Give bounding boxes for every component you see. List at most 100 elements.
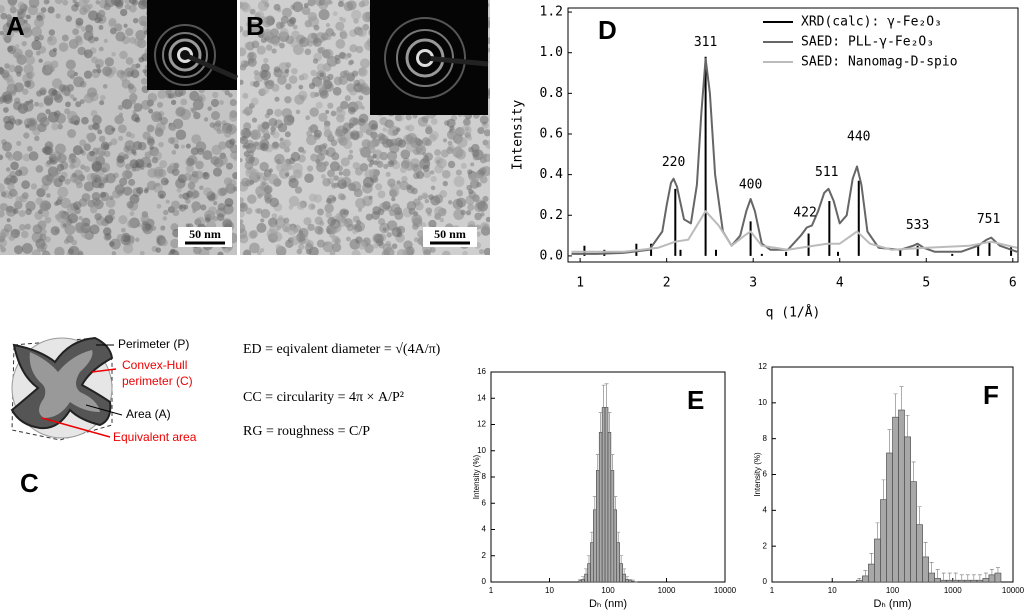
particle [386, 220, 398, 231]
particle [329, 250, 336, 255]
error-bar [627, 579, 632, 581]
particle [83, 93, 95, 104]
particle [116, 155, 125, 164]
particle [333, 175, 339, 181]
particle [96, 176, 106, 186]
particle [83, 70, 93, 79]
particle [434, 206, 445, 217]
particle [191, 134, 202, 145]
particle [364, 169, 375, 180]
particle [249, 168, 260, 179]
particle [405, 114, 412, 121]
particle [151, 111, 163, 123]
particle [306, 165, 314, 172]
particle [342, 139, 353, 150]
y-tick-label: 12 [477, 420, 486, 429]
particle [87, 10, 99, 21]
particle [331, 235, 340, 244]
particle [319, 89, 329, 99]
particle [92, 115, 102, 125]
particle [228, 112, 237, 122]
particle [285, 158, 292, 165]
particle [430, 185, 436, 191]
particle [372, 153, 377, 159]
particle [50, 226, 60, 236]
particle [67, 248, 74, 255]
particle [98, 17, 103, 22]
particle [124, 3, 131, 10]
particle [350, 181, 362, 192]
particle [357, 207, 363, 212]
particle [128, 4, 137, 13]
particle [292, 169, 303, 180]
particle [357, 241, 367, 250]
particle [277, 215, 284, 221]
particle [135, 237, 140, 242]
particle [342, 168, 351, 177]
particle [324, 241, 329, 246]
particle [392, 129, 399, 136]
particle [271, 213, 278, 219]
particle [327, 217, 337, 226]
particle [280, 15, 289, 24]
particle [163, 209, 169, 216]
particle [69, 163, 75, 170]
particle [424, 198, 430, 204]
x-tick-label: 1 [576, 276, 584, 291]
particle [467, 220, 476, 229]
y-tick-label: 10 [477, 446, 486, 455]
particle [240, 60, 249, 68]
particle [25, 124, 30, 129]
y-tick-label: 8 [763, 434, 768, 443]
bar [868, 563, 875, 583]
bar [928, 572, 935, 583]
particle [115, 31, 126, 42]
particle [170, 99, 177, 105]
particle [13, 245, 23, 255]
particle [50, 60, 59, 69]
particle [35, 165, 44, 173]
particle [160, 116, 168, 125]
particle [21, 192, 29, 200]
particle [2, 94, 13, 104]
formula: ED = eqivalent diameter = √(4A/π) [243, 342, 441, 357]
particle [224, 130, 232, 138]
particle [160, 177, 169, 186]
error-bar [887, 429, 892, 453]
bar [874, 538, 881, 583]
particle [87, 3, 93, 9]
particle [35, 238, 46, 249]
particle [178, 193, 184, 199]
particle [0, 244, 3, 249]
particle [259, 161, 269, 172]
error-bar [941, 572, 946, 581]
particle [140, 20, 147, 27]
particle [51, 89, 58, 96]
particle [321, 0, 332, 6]
y-tick-label: 0.0 [540, 248, 563, 263]
x-tick-label: 10 [828, 586, 837, 595]
particle [467, 135, 473, 141]
bar [587, 563, 591, 583]
particle [202, 171, 210, 180]
particle [456, 189, 464, 197]
particle [290, 235, 300, 246]
particle [7, 183, 15, 191]
particle [414, 201, 424, 211]
bar [625, 579, 629, 583]
particle [213, 201, 218, 206]
particle [131, 0, 139, 6]
particle [131, 113, 140, 122]
particle [240, 228, 248, 239]
particle [462, 250, 468, 255]
particle [3, 107, 9, 113]
particle [301, 6, 311, 16]
particle [54, 0, 63, 5]
particle [89, 206, 98, 214]
particle [454, 145, 463, 154]
particle [477, 127, 485, 135]
particle [0, 30, 5, 36]
particle [217, 154, 228, 166]
bar [898, 409, 905, 583]
particle [219, 187, 228, 196]
